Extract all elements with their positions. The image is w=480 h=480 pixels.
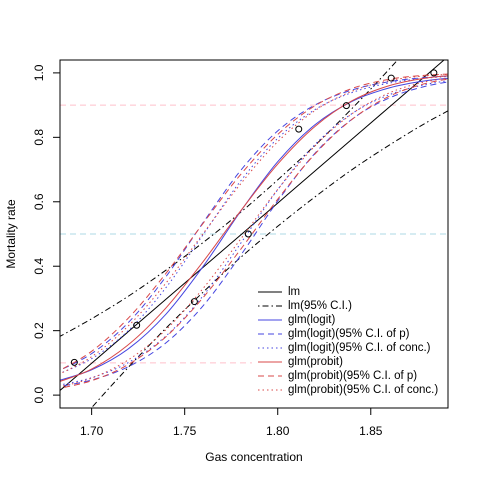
y-tick-label: 1.0 (32, 64, 46, 81)
curves (60, 60, 448, 408)
y-tick-label: 0.8 (32, 129, 46, 146)
data-point (430, 69, 438, 77)
curve (60, 75, 448, 371)
x-axis-label: Gas concentration (205, 450, 302, 464)
data-point (244, 230, 252, 238)
curve (60, 60, 445, 392)
legend-label: glm(logit)(95% C.I. of conc.) (288, 342, 431, 354)
curve (60, 60, 399, 337)
curve (60, 80, 448, 386)
data-point (342, 102, 350, 110)
legend: lm lm(95% C.I.) glm(logit) glm(logit)(95% C… (252, 283, 448, 408)
y-tick-label: 0.2 (32, 322, 46, 339)
curve (60, 75, 448, 374)
data-point (70, 358, 78, 366)
curve (60, 78, 448, 389)
legend-label: glm(logit) (288, 314, 335, 326)
data-point (295, 125, 303, 133)
legend-label: lm(95% C.I.) (288, 300, 352, 312)
axes: 1.70 1.75 1.80 1.85 0.0 0.2 0.4 0.6 0.8 1.0 (32, 64, 383, 438)
x-tick-label: 1.75 (173, 424, 197, 438)
curve (60, 75, 448, 382)
legend-label: glm(probit)(95% C.I. of p) (288, 370, 417, 382)
data-point (387, 74, 395, 82)
x-tick-label: 1.85 (359, 424, 383, 438)
legend-box (252, 283, 448, 408)
y-tick-label: 0.0 (32, 386, 46, 403)
curve (60, 77, 448, 388)
x-tick-label: 1.80 (266, 424, 290, 438)
x-tick-label: 1.70 (80, 424, 104, 438)
curve (90, 110, 448, 408)
data-point (190, 298, 198, 306)
curve (60, 77, 448, 381)
points (70, 69, 438, 366)
data-point (133, 321, 141, 329)
plot-frame (59, 59, 449, 409)
y-axis-label: Mortality rate (4, 199, 18, 269)
legend-label: glm(logit)(95% C.I. of p) (288, 328, 410, 340)
y-tick-label: 0.4 (32, 258, 46, 275)
y-tick-label: 0.6 (32, 193, 46, 210)
legend-label: glm(probit)(95% C.I. of conc.) (288, 384, 438, 396)
curve (60, 73, 448, 375)
curve (60, 73, 448, 371)
legend-label: glm(probit) (288, 356, 343, 368)
legend-label: lm (288, 286, 300, 298)
curve (60, 81, 448, 387)
